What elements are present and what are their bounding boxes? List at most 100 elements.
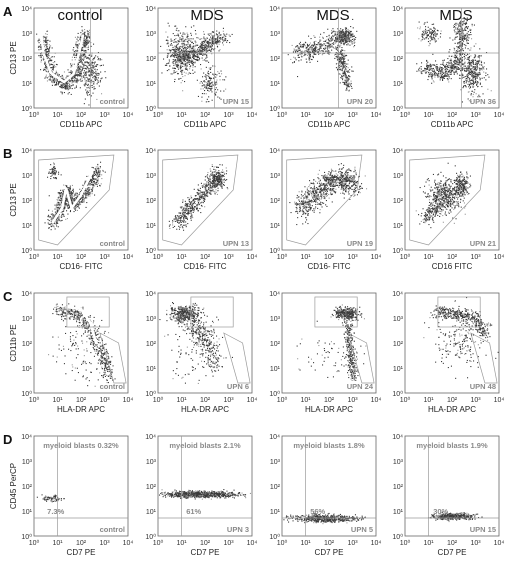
x-axis-label: HLA-DR APC [57, 405, 105, 414]
y-tick-label: 10⁰ [21, 105, 32, 113]
y-tick-label: 10⁰ [269, 533, 280, 541]
panel-C-2: 10⁰ 10¹ 10² 10³ 10⁴ 10⁰ 10¹ 10² 10³ 10⁴ HLA-DR APC… [269, 291, 381, 414]
x-tick-label: 10² [76, 254, 87, 261]
x-tick-label: 10² [76, 397, 87, 404]
y-tick-label: 10³ [146, 316, 157, 323]
x-tick-label: 10³ [223, 112, 234, 119]
x-tick-label: 10² [200, 397, 211, 404]
blast-fraction-label: myeloid blasts 0.32% [43, 441, 119, 450]
y-tick-label: 10² [22, 341, 33, 348]
y-tick-label: 10⁰ [392, 390, 403, 398]
y-tick-label: 10⁴ [269, 148, 280, 155]
plot-frame [33, 7, 129, 109]
panel-D-0: 10⁰ 10¹ 10² 10³ 10⁴ 10⁰ 10¹ 10² 10³ 10⁴ CD7 PE CD45… [9, 434, 133, 557]
x-tick-label: 10⁴ [123, 397, 134, 404]
y-tick-label: 10⁴ [145, 148, 156, 155]
x-axis-label: CD11b APC [60, 120, 103, 129]
x-axis-label: HLA-DR APC [428, 405, 476, 414]
axis-ticks: 10⁰ 10¹ 10² 10³ 10⁴ 10⁰ 10¹ 10² 10³ 10⁴ [21, 6, 133, 119]
axis-ticks: 10⁰ 10¹ 10² 10³ 10⁴ 10⁰ 10¹ 10² 10³ 10⁴ [145, 291, 257, 404]
column-header-2: MDS [316, 7, 349, 24]
y-tick-label: 10³ [146, 173, 157, 180]
sample-label: UPN 20 [347, 97, 373, 106]
y-tick-label: 10¹ [393, 81, 404, 88]
y-tick-label: 10¹ [22, 366, 33, 373]
x-tick-label: 10² [200, 254, 211, 261]
x-axis-label: CD16- FITC [59, 262, 102, 271]
event-cloud [168, 164, 229, 231]
plot-frame [281, 7, 377, 109]
gate-lines [282, 436, 376, 536]
y-tick-label: 10⁰ [21, 390, 32, 398]
plot-frame [281, 435, 377, 537]
x-tick-label: 10⁰ [400, 396, 411, 404]
x-tick-label: 10¹ [52, 112, 63, 119]
x-tick-label: 10³ [470, 112, 481, 119]
y-tick-label: 10⁴ [392, 6, 403, 13]
sample-label: UPN 19 [347, 239, 373, 248]
x-tick-label: 10² [200, 540, 211, 547]
y-tick-label: 10⁰ [269, 247, 280, 255]
y-tick-label: 10³ [393, 31, 404, 38]
x-axis-label: CD16- FITC [183, 262, 226, 271]
y-tick-label: 10² [393, 484, 404, 491]
x-axis-label: CD7 PE [67, 548, 96, 557]
gate-lines [190, 296, 251, 384]
y-axis-label: CD45 PerCP [9, 463, 18, 509]
y-tick-label: 10³ [270, 173, 281, 180]
x-tick-label: 10⁰ [277, 539, 288, 547]
sample-label: UPN 5 [351, 525, 373, 534]
y-tick-label: 10¹ [22, 509, 33, 516]
panel-C-3: 10⁰ 10¹ 10² 10³ 10⁴ 10⁰ 10¹ 10² 10³ 10⁴ HLA-DR APC… [392, 291, 504, 414]
y-tick-label: 10¹ [146, 81, 157, 88]
y-tick-label: 10⁴ [269, 291, 280, 298]
quadrant-percent-label: 7.3% [47, 507, 64, 516]
column-header-1: MDS [190, 7, 223, 24]
plot-frame [281, 149, 377, 251]
y-tick-label: 10¹ [146, 366, 157, 373]
x-tick-label: 10⁴ [371, 254, 382, 261]
y-tick-label: 10² [270, 198, 281, 205]
y-tick-label: 10³ [22, 316, 33, 323]
sample-label: control [100, 382, 125, 391]
plot-frame [157, 292, 253, 394]
axis-ticks: 10⁰ 10¹ 10² 10³ 10⁴ 10⁰ 10¹ 10² 10³ 10⁴ [21, 434, 133, 547]
x-tick-label: 10¹ [176, 112, 187, 119]
sample-label: UPN 15 [223, 97, 249, 106]
x-tick-label: 10⁰ [153, 111, 164, 119]
y-tick-label: 10⁴ [269, 434, 280, 441]
axis-ticks: 10⁰ 10¹ 10² 10³ 10⁴ 10⁰ 10¹ 10² 10³ 10⁴ [392, 434, 504, 547]
x-tick-label: 10³ [223, 254, 234, 261]
x-tick-label: 10³ [470, 397, 481, 404]
y-tick-label: 10⁰ [269, 105, 280, 113]
gate-lines [38, 154, 115, 246]
x-tick-label: 10¹ [52, 540, 63, 547]
x-tick-label: 10² [76, 540, 87, 547]
x-tick-label: 10⁴ [494, 540, 505, 547]
x-tick-label: 10³ [223, 397, 234, 404]
y-tick-label: 10³ [22, 173, 33, 180]
y-tick-label: 10⁴ [145, 291, 156, 298]
panel-D-1: 10⁰ 10¹ 10² 10³ 10⁴ 10⁰ 10¹ 10² 10³ 10⁴ CD7 PE UPN … [145, 434, 257, 557]
axis-ticks: 10⁰ 10¹ 10² 10³ 10⁴ 10⁰ 10¹ 10² 10³ 10⁴ [392, 6, 504, 119]
y-tick-label: 10⁰ [145, 390, 156, 398]
x-tick-label: 10¹ [423, 540, 434, 547]
x-tick-label: 10¹ [423, 112, 434, 119]
gate-lines [409, 154, 486, 246]
x-tick-label: 10⁰ [400, 253, 411, 261]
y-tick-label: 10³ [270, 459, 281, 466]
y-tick-label: 10¹ [270, 509, 281, 516]
y-tick-label: 10¹ [270, 81, 281, 88]
x-tick-label: 10³ [347, 540, 358, 547]
column-header-0: control [57, 7, 102, 24]
x-tick-label: 10³ [99, 397, 110, 404]
y-tick-label: 10¹ [393, 223, 404, 230]
event-cloud [423, 297, 499, 379]
x-tick-label: 10¹ [300, 254, 311, 261]
x-tick-label: 10³ [347, 397, 358, 404]
y-tick-label: 10⁴ [21, 434, 32, 441]
y-tick-label: 10⁰ [269, 390, 280, 398]
x-tick-label: 10³ [99, 254, 110, 261]
y-tick-label: 10⁰ [392, 247, 403, 255]
y-tick-label: 10⁰ [21, 533, 32, 541]
